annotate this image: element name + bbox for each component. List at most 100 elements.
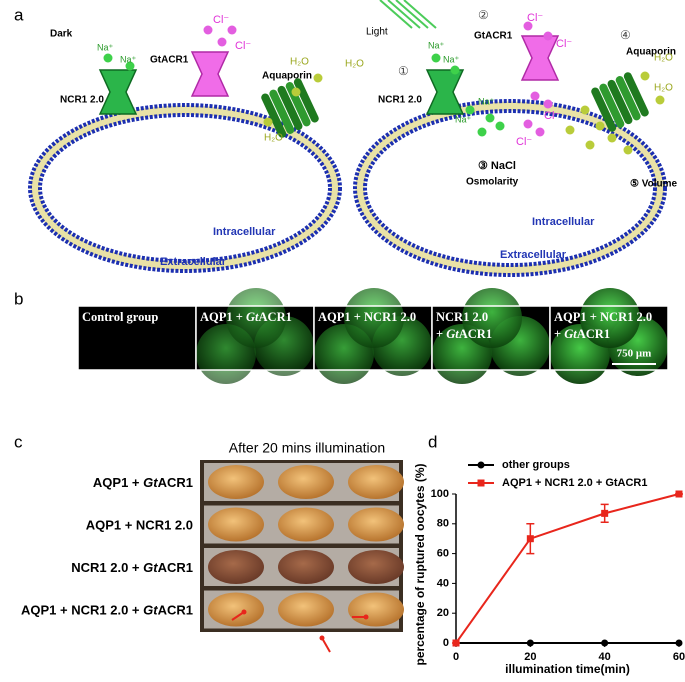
annotation: NCR1 2.0 (378, 95, 422, 106)
photo-heading: After 20 mins illumination (229, 440, 385, 456)
channel (190, 51, 230, 97)
y-tick-label: 0 (443, 637, 449, 649)
tile-label: AQP1 + GtACR1 (200, 310, 292, 324)
channel (98, 69, 138, 115)
channel (520, 35, 560, 81)
annotation: H₂O (345, 59, 364, 70)
ion (535, 127, 545, 137)
row-label: AQP1 + GtACR1 (93, 475, 193, 490)
text-part: Gt (143, 475, 158, 490)
x-tick-label: 0 (453, 651, 459, 663)
ion (580, 105, 590, 115)
ion (523, 21, 533, 31)
ion (217, 37, 227, 47)
legend-label: other groups (502, 459, 570, 471)
oocyte (348, 507, 404, 542)
ion (477, 127, 487, 137)
annotation: Na⁺ (120, 54, 137, 64)
aquaporin-helix (607, 79, 633, 125)
legend-marker (477, 461, 485, 469)
row-label: NCR1 2.0 + GtACR1 (71, 560, 193, 575)
tile-label: NCR1 2.0 (436, 310, 488, 324)
annotation: Na⁺ (97, 42, 114, 52)
annotation: Na⁺ (428, 40, 445, 50)
text-part: + (436, 327, 446, 341)
text-part: AQP1 + NCR1 2.0 + (21, 603, 143, 618)
marker (675, 639, 683, 647)
oocyte (208, 507, 264, 542)
annotation: ⑤ Volume (630, 179, 678, 190)
ion (291, 87, 301, 97)
arrow-head (241, 609, 247, 615)
aquaporin-helix (269, 89, 295, 134)
oocyte (208, 592, 264, 627)
marker (526, 535, 534, 543)
text-part: AQP1 + NCR1 2.0 (318, 310, 416, 324)
marker (526, 639, 534, 647)
marker (601, 639, 609, 647)
text-part: AQP1 + (93, 475, 143, 490)
annotation: H₂O (264, 133, 283, 144)
aquaporin-helix (293, 78, 319, 123)
annotation: Osmolarity (466, 177, 519, 188)
y-axis-label: percentage of ruptured oocytes (%) (413, 463, 427, 665)
tile-label: AQP1 + NCR1 2.0 (318, 310, 416, 324)
tile-label: Control group (82, 310, 158, 324)
annotation: Aquaporin (626, 47, 676, 58)
ion (595, 121, 605, 131)
annotation: ① (398, 64, 409, 78)
text-part: NCR1 2.0 + (71, 560, 143, 575)
y-tick-label: 80 (437, 518, 449, 530)
annotation: Aquaporin (262, 71, 312, 82)
text-part: AQP1 + NCR1 2.0 (554, 310, 652, 324)
annotation: H₂O (290, 57, 309, 68)
legend-label: AQP1 + NCR1 2.0 + GtACR1 (502, 477, 648, 489)
panel-label: d (428, 432, 437, 451)
oocyte (348, 592, 404, 627)
aquaporin-helix (623, 72, 649, 117)
aquaporin-helix (277, 85, 303, 131)
ion (543, 31, 553, 41)
text-part: AQP1 + (200, 310, 246, 324)
text-part: ACR1 (158, 560, 193, 575)
annotation: NCR1 2.0 (60, 95, 104, 106)
tile-label: + GtACR1 (436, 327, 492, 341)
row-label: AQP1 + NCR1 2.0 + GtACR1 (21, 603, 193, 618)
annotation: Cl⁻ (527, 12, 543, 24)
light-ray (395, 0, 429, 29)
ion (313, 73, 323, 83)
annotation: Cl⁻ (213, 14, 229, 26)
annotation: H₂O (654, 83, 673, 94)
oocyte (278, 550, 334, 584)
panel-label: c (14, 432, 23, 451)
ion (585, 140, 595, 150)
y-tick-label: 60 (437, 548, 449, 560)
text-part: Gt (143, 603, 158, 618)
oocyte (580, 288, 640, 348)
annotation: Cl⁻ (556, 38, 572, 50)
tile-label: + GtACR1 (554, 327, 610, 341)
oocyte (278, 507, 334, 542)
panel-label: b (14, 289, 23, 308)
text-part: ACR1 (459, 327, 492, 341)
light-ray (403, 0, 437, 29)
annotation: ③ NaCl (478, 160, 516, 172)
ion (263, 117, 273, 127)
marker (452, 639, 460, 647)
tile-label: AQP1 + NCR1 2.0 (554, 310, 652, 324)
ion (530, 91, 540, 101)
annotation: H₂O (654, 53, 673, 64)
x-tick-label: 20 (524, 651, 536, 663)
annotation: Dark (50, 29, 73, 40)
aquaporin-helix (261, 93, 287, 138)
y-tick-label: 100 (431, 488, 449, 500)
oocyte (348, 465, 404, 499)
y-tick-label: 40 (437, 577, 449, 589)
annotation: GtACR1 (150, 55, 189, 66)
arrow-head (363, 614, 369, 620)
image-tile (78, 306, 196, 370)
panel-label: a (14, 5, 24, 24)
ion (607, 133, 617, 143)
